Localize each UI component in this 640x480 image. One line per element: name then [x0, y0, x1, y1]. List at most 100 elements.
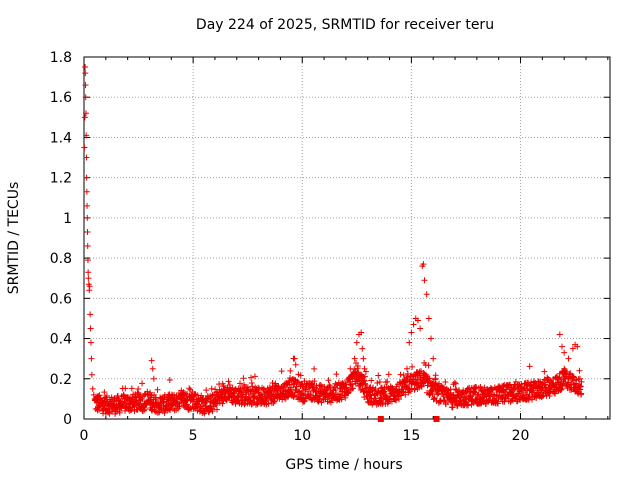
data-point	[452, 386, 459, 393]
data-point	[87, 325, 94, 332]
data-point	[251, 398, 258, 405]
data-point	[347, 365, 354, 372]
data-point	[557, 387, 564, 394]
data-point	[141, 406, 148, 413]
data-point	[82, 64, 89, 71]
data-point	[166, 377, 173, 384]
data-point	[139, 395, 146, 402]
data-point	[87, 339, 94, 346]
data-point	[101, 389, 108, 396]
data-point	[430, 355, 437, 362]
data-point	[404, 374, 411, 381]
data-point	[452, 380, 459, 387]
data-point	[83, 188, 90, 195]
data-point	[147, 389, 154, 396]
y-tick-label: 1.2	[50, 171, 72, 187]
data-point	[421, 277, 428, 284]
grid-lines	[84, 57, 610, 419]
data-point	[552, 390, 559, 397]
data-point	[409, 363, 416, 370]
data-point	[432, 375, 439, 382]
data-point	[418, 383, 425, 390]
data-point	[526, 363, 533, 370]
data-point	[248, 374, 255, 381]
data-point	[82, 94, 89, 101]
x-tick-label: 5	[189, 428, 198, 444]
data-point	[292, 361, 299, 368]
data-point	[561, 349, 568, 356]
data-point	[311, 365, 318, 372]
data-point	[333, 371, 340, 378]
data-point	[460, 387, 467, 394]
data-point	[414, 317, 421, 324]
x-tick-label: 0	[80, 428, 89, 444]
data-point	[181, 391, 188, 398]
y-axis-label: SRMTID / TECUs	[6, 181, 22, 295]
data-point	[186, 385, 193, 392]
data-point	[425, 315, 432, 322]
data-point	[406, 339, 413, 346]
x-tick-label: 15	[402, 428, 420, 444]
data-point	[91, 395, 98, 402]
data-point	[360, 355, 367, 362]
data-point	[258, 392, 265, 399]
data-point	[176, 403, 183, 410]
data-point	[81, 144, 88, 151]
data-point	[84, 202, 91, 209]
data-point	[150, 375, 157, 382]
data-point	[428, 335, 435, 342]
data-point	[226, 381, 233, 388]
data-point	[567, 370, 574, 377]
data-point	[359, 345, 366, 352]
data-point	[84, 257, 91, 264]
data-point	[102, 402, 109, 409]
data-point	[208, 385, 215, 392]
data-point	[113, 405, 120, 412]
data-point	[431, 394, 438, 401]
data-point	[370, 384, 377, 391]
data-point	[518, 381, 525, 388]
data-point	[139, 380, 146, 387]
data-point	[87, 311, 94, 318]
data-point	[426, 375, 433, 382]
data-point	[576, 375, 583, 382]
data-point	[148, 357, 155, 364]
data-point	[385, 371, 392, 378]
x-axis-label: GPS time / hours	[285, 457, 403, 473]
data-point	[367, 391, 374, 398]
data-point	[570, 373, 577, 380]
data-point	[361, 365, 368, 372]
data-point	[293, 383, 300, 390]
data-point	[375, 372, 382, 379]
data-point	[251, 373, 258, 380]
data-point	[395, 396, 402, 403]
data-point	[260, 385, 267, 392]
data-point	[247, 397, 254, 404]
data-point	[83, 154, 90, 161]
data-point	[225, 378, 232, 385]
data-point	[451, 379, 458, 386]
data-point	[83, 132, 90, 139]
plot-frame	[83, 56, 611, 420]
data-point	[541, 368, 548, 375]
data-point	[84, 214, 91, 221]
data-point	[353, 339, 360, 346]
data-point	[271, 397, 278, 404]
data-point	[85, 269, 92, 276]
data-point	[210, 403, 217, 410]
data-point	[134, 399, 141, 406]
data-point	[209, 408, 216, 415]
data-point	[456, 388, 463, 395]
zero-outlier-point	[433, 416, 440, 422]
data-point	[315, 398, 322, 405]
data-point	[301, 398, 308, 405]
data-point	[288, 384, 295, 391]
data-point	[354, 362, 361, 369]
data-point	[508, 388, 515, 395]
data-point	[140, 407, 147, 414]
data-point	[349, 385, 356, 392]
y-tick-label: 0.4	[50, 332, 72, 348]
data-point	[417, 325, 424, 332]
data-point	[410, 321, 417, 328]
